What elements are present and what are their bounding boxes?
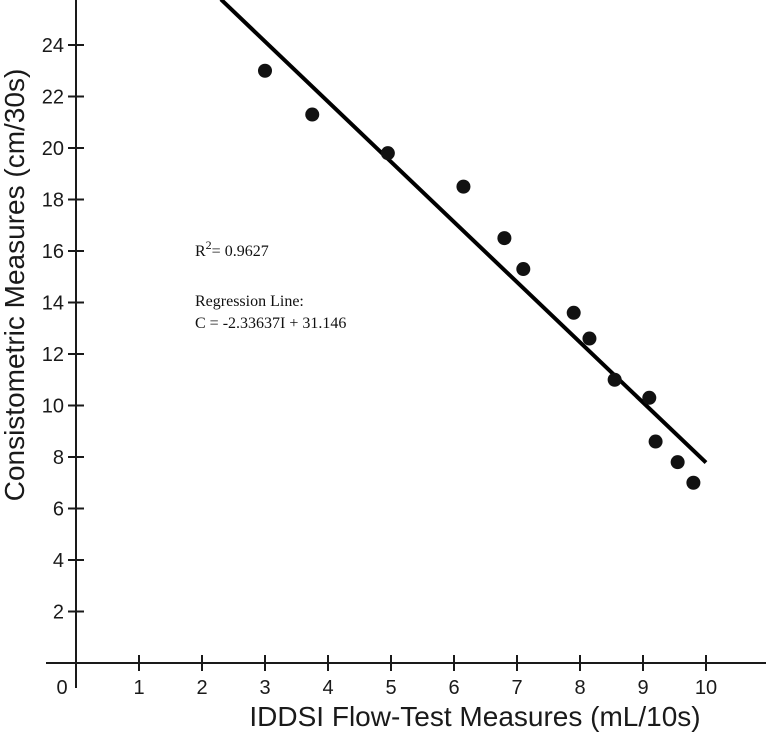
data-point — [648, 434, 663, 449]
x-tick-label: 1 — [133, 677, 144, 699]
y-tick-label: 16 — [42, 241, 64, 263]
y-tick-label: 8 — [53, 447, 64, 469]
x-tick-label: 0 — [56, 677, 67, 699]
axes — [46, 0, 766, 688]
y-tick-label: 18 — [42, 190, 64, 212]
data-point — [497, 231, 512, 246]
data-point — [258, 63, 272, 78]
x-tick-label: 9 — [637, 677, 648, 699]
x-axis-title: IDDSI Flow-Test Measures (mL/10s) — [249, 701, 700, 732]
x-tick-label: 5 — [385, 677, 396, 699]
y-tick-label: 12 — [42, 344, 64, 366]
regression-line — [219, 0, 708, 465]
x-tick-label: 8 — [574, 677, 585, 699]
data-point — [380, 146, 395, 161]
data-point — [642, 390, 657, 405]
r-squared-annotation: R2= 0.9627 — [195, 238, 269, 260]
y-tick-label: 20 — [42, 138, 64, 160]
x-tick-label: 3 — [259, 677, 270, 699]
y-tick-label: 14 — [42, 293, 64, 315]
x-tick-label: 6 — [448, 677, 459, 699]
y-tick-label: 24 — [42, 35, 64, 57]
data-point — [516, 262, 531, 277]
x-tick-label: 2 — [196, 677, 207, 699]
y-tick-label: 2 — [53, 602, 64, 624]
y-tick-label: 22 — [42, 87, 64, 109]
data-point — [607, 372, 622, 387]
x-tick-label: 4 — [322, 677, 333, 699]
y-tick-label: 10 — [42, 396, 64, 418]
regression-equation: C = -2.33637I + 31.146 — [195, 315, 346, 332]
data-point — [670, 455, 685, 470]
regression-title: Regression Line: — [195, 293, 304, 310]
y-tick-label: 6 — [53, 499, 64, 521]
data-point — [305, 107, 320, 122]
data-points — [258, 63, 701, 490]
y-tick-label: 4 — [53, 550, 64, 572]
y-axis-title: Consistometric Measures (cm/30s) — [0, 69, 30, 502]
x-axis-ticks: 0 1 2 3 4 5 6 7 8 9 10 — [56, 655, 717, 699]
data-point — [582, 331, 597, 346]
data-point — [686, 475, 701, 490]
x-tick-label: 10 — [695, 677, 717, 699]
data-point — [456, 179, 471, 194]
x-tick-label: 7 — [511, 677, 522, 699]
data-point — [566, 305, 581, 320]
